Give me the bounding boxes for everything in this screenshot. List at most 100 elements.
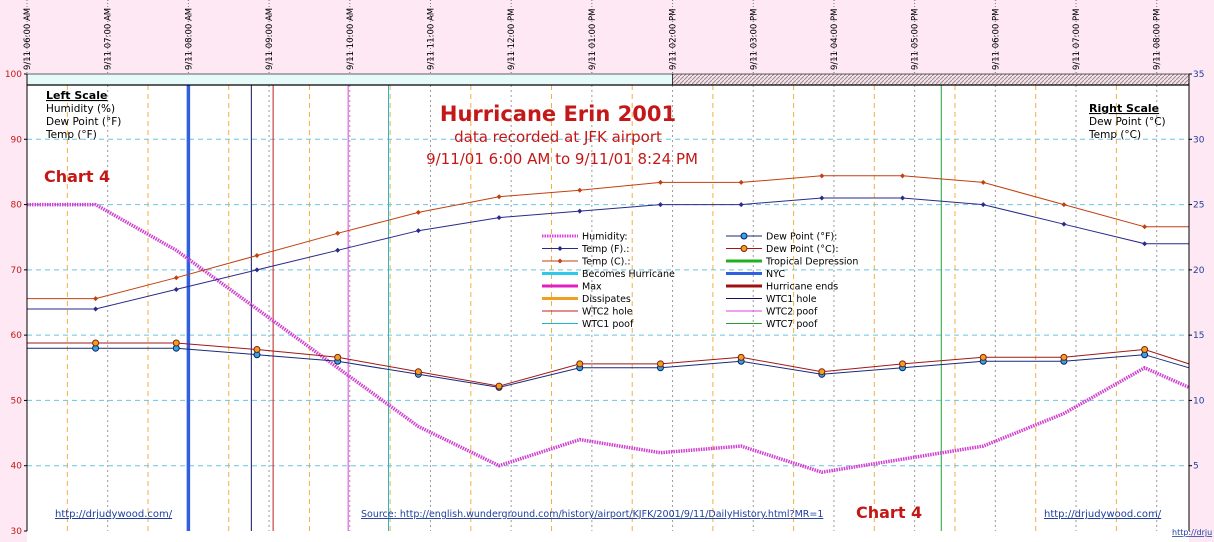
header-band (0, 0, 1214, 74)
series-lines (27, 173, 1190, 474)
series-point-temp-c (1061, 202, 1067, 208)
series-point-temp-c (254, 252, 260, 258)
y-tick-label-right: 30 (1193, 135, 1205, 145)
series-point-temp-c (496, 194, 502, 200)
chart-label-bottom: Chart 4 (856, 503, 922, 522)
left-scale-line-3: Temp (°F) (45, 129, 97, 141)
legend-label-wtc2-poof: WTC2 poof (766, 307, 818, 318)
series-point-temp-f (819, 195, 825, 201)
legend-label-max: Max (582, 282, 602, 293)
series-point-temp-f (335, 247, 341, 253)
x-tick-label: 9/11 06:00 AM (23, 8, 33, 70)
series-point-temp-c (657, 179, 663, 185)
series-point-dew-point-c (737, 353, 745, 361)
series-point-temp-f (496, 215, 502, 221)
chart-title: Hurricane Erin 2001 (440, 102, 676, 126)
left-scale-line-1: Humidity (%) (46, 103, 115, 115)
series-point-temp-f (900, 195, 906, 201)
series-point-temp-c (335, 230, 341, 236)
series-point-temp-c (738, 179, 744, 185)
legend-label-nyc: NYC (766, 269, 785, 280)
y-tick-label-right: 35 (1193, 70, 1204, 80)
y-tick-label-right: 5 (1193, 462, 1199, 472)
chart-subtitle: data recorded at JFK airport (454, 128, 662, 146)
x-tick-label: 9/11 05:00 PM (911, 9, 921, 70)
chart-label-top: Chart 4 (44, 167, 110, 186)
series-point-temp-f (93, 306, 99, 312)
series-point-temp-c (173, 275, 179, 281)
y-tick-label-right: 15 (1193, 331, 1204, 341)
series-point-temp-f (1142, 241, 1148, 247)
legend-label-tropical-depression: Tropical Depression (765, 257, 858, 268)
series-point-temp-f (173, 286, 179, 292)
y-tick-label-right: 10 (1193, 396, 1205, 406)
legend-label-wtc1-poof: WTC1 poof (582, 319, 634, 330)
legend-marker-temp-c (557, 258, 563, 264)
series-line-dew-point-c (27, 342, 1190, 387)
date-range: 9/11/01 6:00 AM to 9/11/01 8:24 PM (426, 150, 698, 168)
series-point-dew-point-c (818, 368, 826, 376)
status-bar-hatched (672, 73, 1190, 86)
right-scale-line-1: Dew Point (°C) (1089, 116, 1166, 128)
link-corner[interactable]: http://drju (1172, 528, 1212, 537)
legend-label-wtc7-poof: WTC7 poof (766, 319, 818, 330)
legend-label-wtc1-hole: WTC1 hole (766, 294, 817, 305)
series-point-temp-f (980, 202, 986, 208)
series-point-dew-point-c (334, 353, 342, 361)
series-point-temp-f (577, 208, 583, 214)
link-source[interactable]: Source: http://english.wunderground.com/… (361, 509, 823, 520)
y-tick-label-left: 80 (11, 201, 23, 211)
y-tick-label-right: 25 (1193, 201, 1204, 211)
left-scale-title: Left Scale (46, 89, 107, 102)
series-point-dew-point-c (1141, 346, 1149, 354)
grid (26, 0, 1189, 531)
series-point-dew-point-c (576, 360, 584, 368)
x-tick-label: 9/11 09:00 AM (265, 8, 275, 70)
y-tick-label-left: 60 (11, 331, 23, 341)
y-tick-label-left: 30 (11, 527, 23, 537)
legend-marker-temp-f (557, 246, 563, 251)
series-point-temp-c (900, 173, 906, 179)
legend-marker-dew-point-c (740, 245, 748, 252)
series-point-temp-c (577, 187, 583, 193)
x-tick-label: 9/11 08:00 AM (184, 8, 194, 70)
left-gutter (0, 74, 27, 542)
legend-label-humidity: Humidity: (582, 232, 628, 243)
series-line-temp-c (27, 175, 1189, 300)
series-point-temp-c (415, 209, 421, 215)
legend-marker-dew-point-f (740, 232, 748, 240)
series-point-dew-point-c (656, 360, 664, 368)
right-scale-title: Right Scale (1089, 102, 1159, 115)
x-tick-label: 9/11 07:00 AM (104, 8, 114, 70)
right-scale-line-2: Temp (°C) (1088, 129, 1141, 141)
link-left[interactable]: http://drjudywood.com/ (55, 509, 173, 520)
x-tick-label: 9/11 10:00 AM (346, 8, 356, 70)
x-tick-label: 9/11 12:00 PM (507, 9, 517, 70)
y-tick-label-left: 90 (11, 135, 23, 145)
legend-label-wtc2-hole: WTC2 hole (582, 307, 633, 318)
legend-label-temp-c: Temp (C).: (581, 257, 631, 268)
y-tick-label-left: 40 (11, 462, 23, 472)
series-line-dew-point-f (27, 347, 1190, 388)
series-point-temp-f (415, 228, 421, 234)
series-point-dew-point-c (899, 360, 907, 368)
series-point-dew-point-c (92, 339, 100, 347)
series-point-dew-point-c (1060, 353, 1068, 361)
y-tick-label-right: 20 (1193, 266, 1205, 276)
legend-label-dissipates: Dissipates (582, 294, 631, 305)
y-tick-label-left: 100 (5, 70, 22, 80)
series-point-temp-c (1142, 224, 1148, 230)
legend-label-temp-f: Temp (F).: (581, 244, 629, 255)
x-tick-label: 9/11 06:00 PM (991, 9, 1001, 70)
axes: 9/11 06:00 AM 9/11 07:00 AM 9/11 08:00 AM 9… (5, 8, 1205, 537)
x-tick-label: 9/11 08:00 PM (1153, 9, 1163, 70)
series-point-temp-f (1061, 221, 1067, 227)
left-scale-line-2: Dew Point (°F) (46, 116, 121, 128)
series-point-temp-c (819, 173, 825, 179)
series-point-temp-c (93, 296, 99, 302)
series-line-temp-f (27, 197, 1189, 310)
series-point-temp-c (980, 179, 986, 185)
series-point-temp-f (738, 202, 744, 208)
y-tick-label-left: 70 (11, 266, 23, 276)
link-right[interactable]: http://drjudywood.com/ (1044, 509, 1162, 520)
